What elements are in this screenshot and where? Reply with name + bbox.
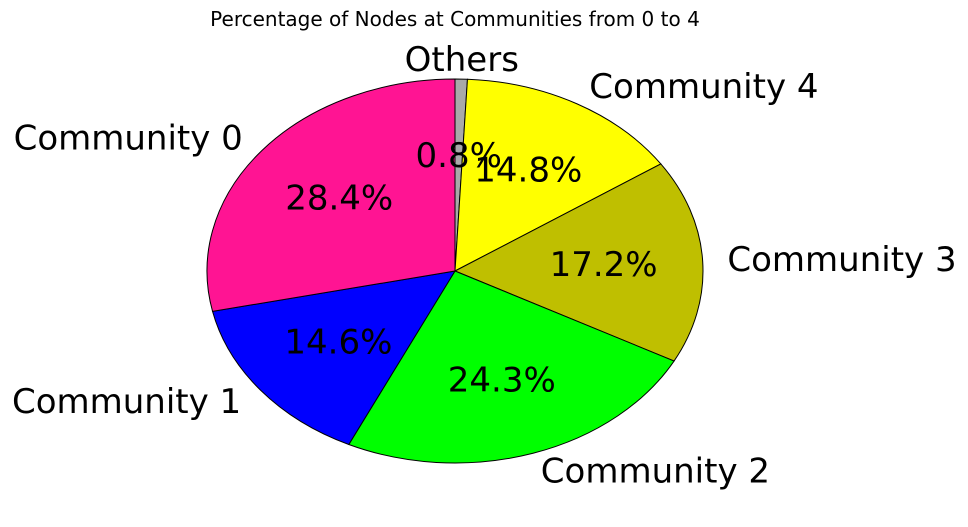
chart-title: Percentage of Nodes at Communities from … [210, 7, 700, 31]
slice-percent-others: 0.8% [416, 136, 502, 176]
slice-label-others: Others [405, 40, 519, 80]
slice-percent-community-3: 17.2% [550, 245, 658, 285]
pie-slices [206, 78, 704, 464]
slice-percent-community-4: 14.8% [474, 151, 582, 191]
slice-percent-community-2: 24.3% [448, 360, 556, 400]
pie-slice-community-2 [348, 270, 675, 464]
slice-percent-community-1: 14.6% [284, 323, 392, 363]
slice-label-community-2: Community 2 [541, 452, 770, 492]
pie-slice-community-1 [211, 270, 456, 446]
slice-label-community-4: Community 4 [589, 67, 818, 107]
slice-label-community-0: Community 0 [14, 118, 243, 158]
pie-slice-community-0 [206, 78, 456, 312]
slice-label-community-3: Community 3 [727, 240, 956, 280]
pie-labels: Others 0.8% Community 4 14.8% Community 3 17.… [12, 40, 957, 492]
slice-percent-community-0: 28.4% [285, 179, 393, 219]
pie-slice-community-3 [453, 163, 704, 362]
slice-label-community-1: Community 1 [12, 382, 241, 422]
pie-slice-community-4 [454, 78, 662, 272]
